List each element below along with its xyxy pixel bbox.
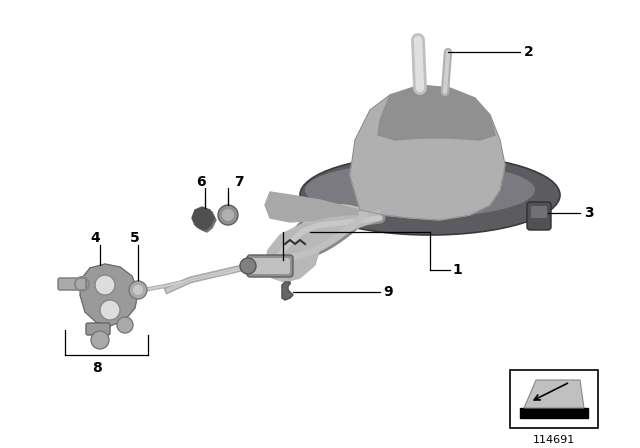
FancyBboxPatch shape <box>58 278 86 290</box>
Polygon shape <box>265 192 360 222</box>
Polygon shape <box>520 408 588 418</box>
Circle shape <box>129 281 147 299</box>
FancyBboxPatch shape <box>527 202 551 230</box>
Text: 3: 3 <box>584 206 594 220</box>
Text: 114691: 114691 <box>533 435 575 445</box>
Polygon shape <box>350 88 505 220</box>
Polygon shape <box>265 210 380 282</box>
Circle shape <box>117 317 133 333</box>
Circle shape <box>95 275 115 295</box>
Ellipse shape <box>300 155 560 235</box>
Circle shape <box>218 205 238 225</box>
Polygon shape <box>192 207 214 230</box>
FancyBboxPatch shape <box>86 323 110 335</box>
Text: 8: 8 <box>92 361 102 375</box>
Polygon shape <box>282 282 293 300</box>
Circle shape <box>240 258 256 274</box>
Polygon shape <box>378 85 495 140</box>
Text: 4: 4 <box>90 231 100 245</box>
Ellipse shape <box>305 163 535 217</box>
Text: 9: 9 <box>383 285 392 299</box>
FancyBboxPatch shape <box>250 258 290 274</box>
Bar <box>510 370 598 428</box>
FancyBboxPatch shape <box>247 255 293 277</box>
Polygon shape <box>80 264 138 326</box>
Polygon shape <box>194 209 216 232</box>
Circle shape <box>91 331 109 349</box>
FancyBboxPatch shape <box>531 206 547 218</box>
Circle shape <box>222 209 234 221</box>
Text: 1: 1 <box>452 263 461 277</box>
Circle shape <box>133 285 143 295</box>
Text: 5: 5 <box>130 231 140 245</box>
Circle shape <box>100 300 120 320</box>
Text: 6: 6 <box>196 175 205 189</box>
Text: 7: 7 <box>234 175 244 189</box>
Text: 2: 2 <box>524 45 534 59</box>
Polygon shape <box>524 380 584 408</box>
